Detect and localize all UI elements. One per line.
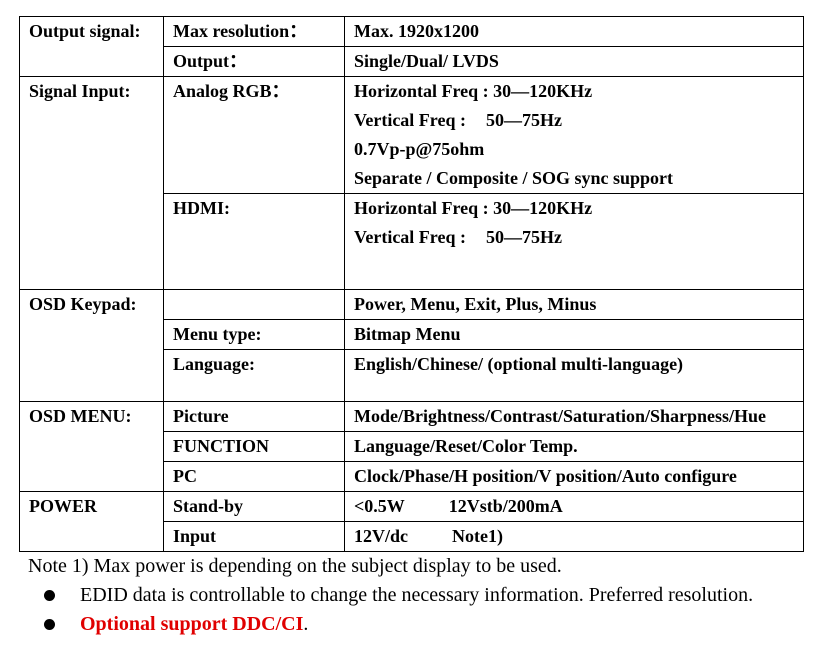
label-function: FUNCTION [164,432,345,462]
hdmi-vfreq: Vertical Freq :50—75Hz [354,223,803,252]
hdmi-hfreq: Horizontal Freq : 30—120KHz [354,194,803,223]
category-osd-keypad: OSD Keypad: [20,290,164,402]
analog-level: 0.7Vp-p@75ohm [354,135,803,164]
analog-vfreq: Vertical Freq :50—75Hz [354,106,803,135]
bullet-dot-icon [44,590,55,601]
value-language: English/Chinese/ (optional multi-languag… [345,350,804,402]
spec-table: Output signal: Max resolution： Max. 1920… [19,16,804,552]
value-picture: Mode/Brightness/Contrast/Saturation/Shar… [345,402,804,432]
value-keypad-keys: Power, Menu, Exit, Plus, Minus [345,290,804,320]
label-hdmi: HDMI: [164,194,345,290]
label-input: Input [164,522,345,552]
ddc-ci-highlight: Optional support DDC/CI [80,613,303,635]
label-max-resolution: Max resolution： [164,17,345,47]
category-osd-menu: OSD MENU: [20,402,164,492]
category-signal-input: Signal Input: [20,77,164,290]
label-standby: Stand-by [164,492,345,522]
label-output: Output： [164,47,345,77]
value-hdmi: Horizontal Freq : 30—120KHz Vertical Fre… [345,194,804,290]
analog-hfreq: Horizontal Freq : 30—120KHz [354,77,803,106]
label-menu-type: Menu type: [164,320,345,350]
value-function: Language/Reset/Color Temp. [345,432,804,462]
label-language: Language: [164,350,345,402]
value-output: Single/Dual/ LVDS [345,47,804,77]
bullet-item-edid: EDID data is controllable to change the … [28,581,753,610]
value-input: 12V/dc Note1) [345,522,804,552]
value-analog-rgb: Horizontal Freq : 30—120KHz Vertical Fre… [345,77,804,194]
value-menu-type: Bitmap Menu [345,320,804,350]
value-pc: Clock/Phase/H position/V position/Auto c… [345,462,804,492]
category-output-signal: Output signal: [20,17,164,77]
value-standby: <0.5W 12Vstb/200mA [345,492,804,522]
bullet-dot-icon [44,619,55,630]
label-keypad-empty [164,290,345,320]
label-picture: Picture [164,402,345,432]
bullet-item-ddc: Optional support DDC/CI. [28,610,753,639]
value-max-resolution: Max. 1920x1200 [345,17,804,47]
analog-sync: Separate / Composite / SOG sync support [354,164,803,193]
label-analog-rgb: Analog RGB： [164,77,345,194]
label-pc: PC [164,462,345,492]
note-1: Note 1) Max power is depending on the su… [28,552,753,581]
notes-section: Note 1) Max power is depending on the su… [28,552,753,639]
category-power: POWER [20,492,164,552]
